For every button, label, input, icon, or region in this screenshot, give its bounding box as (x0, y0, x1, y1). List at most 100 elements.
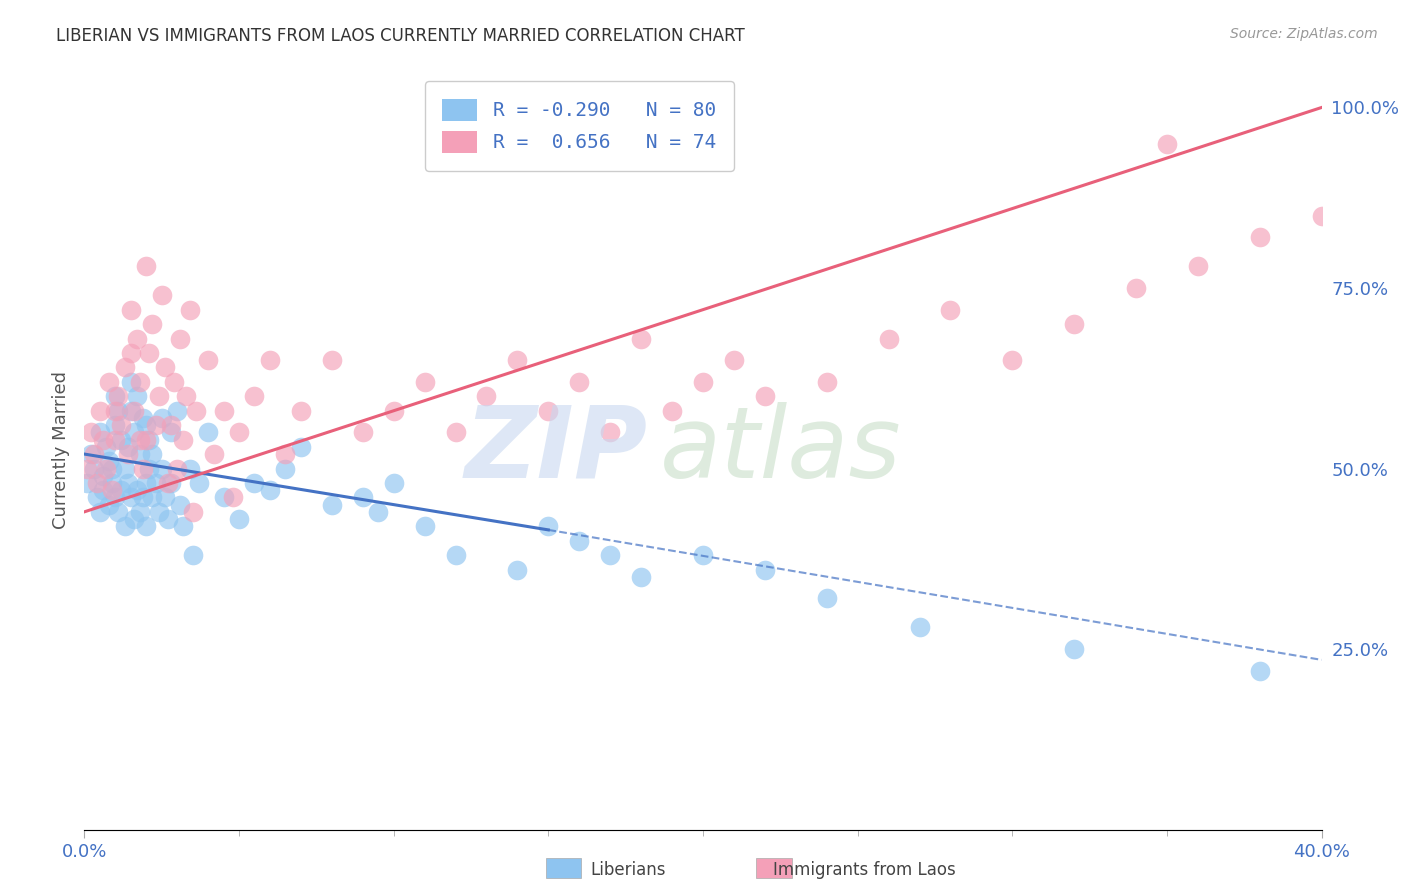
Point (160, 475, 183, 490)
Point (179, 302, 201, 317)
Text: atlas: atlas (659, 402, 901, 499)
Point (76, 475, 98, 490)
Point (114, 519, 136, 533)
Point (413, 375, 436, 389)
Point (1187, 260, 1209, 274)
Point (153, 491, 176, 505)
Point (321, 353, 343, 368)
Point (120, 491, 142, 505)
Text: Liberians: Liberians (591, 861, 666, 879)
Point (101, 461, 124, 475)
Point (125, 332, 148, 346)
Point (723, 353, 745, 368)
Point (132, 461, 155, 475)
Point (104, 418, 127, 433)
Point (120, 302, 142, 317)
Point (129, 447, 152, 461)
Point (274, 461, 297, 475)
Point (444, 425, 467, 440)
Point (117, 440, 139, 454)
Point (176, 389, 198, 403)
Point (367, 505, 389, 519)
Point (169, 498, 191, 512)
Legend: R = -0.290   N = 80, R =  0.656   N = 74: R = -0.290 N = 80, R = 0.656 N = 74 (425, 81, 734, 170)
Point (104, 491, 127, 505)
Point (141, 317, 163, 331)
Point (83, 461, 105, 475)
Point (86, 491, 108, 505)
Point (197, 425, 219, 440)
Point (125, 389, 148, 403)
Point (122, 512, 145, 526)
Point (181, 505, 204, 519)
Point (475, 389, 498, 403)
Point (222, 491, 245, 505)
Point (568, 375, 591, 389)
Point (107, 505, 129, 519)
Point (413, 519, 436, 533)
Point (243, 475, 266, 490)
Point (98, 498, 121, 512)
Point (107, 389, 129, 403)
Point (321, 498, 343, 512)
Point (138, 433, 160, 447)
Text: LIBERIAN VS IMMIGRANTS FROM LAOS CURRENTLY MARRIED CORRELATION CHART: LIBERIAN VS IMMIGRANTS FROM LAOS CURRENT… (56, 27, 745, 45)
Point (91, 433, 114, 447)
Point (187, 475, 209, 490)
Point (104, 433, 127, 447)
Point (150, 411, 173, 425)
Point (91, 468, 114, 483)
Point (630, 332, 652, 346)
Point (150, 461, 173, 475)
Point (98, 454, 121, 468)
Point (877, 332, 900, 346)
Point (1249, 664, 1271, 678)
Point (110, 433, 132, 447)
Point (166, 403, 188, 417)
Point (89, 403, 111, 417)
Point (692, 375, 714, 389)
Point (352, 425, 374, 440)
Point (107, 403, 129, 417)
Point (908, 620, 931, 634)
Point (148, 505, 170, 519)
Point (179, 461, 201, 475)
Point (135, 519, 157, 533)
Point (692, 548, 714, 562)
Point (160, 425, 183, 440)
Point (160, 418, 183, 433)
Point (129, 505, 152, 519)
Point (120, 403, 142, 417)
Point (101, 483, 124, 498)
Point (1156, 136, 1178, 151)
Point (122, 403, 145, 417)
Point (89, 505, 111, 519)
Point (754, 389, 776, 403)
Point (141, 447, 163, 461)
Point (163, 375, 186, 389)
Point (537, 403, 560, 417)
Point (156, 512, 179, 526)
Point (129, 375, 152, 389)
Point (86, 475, 108, 490)
Point (83, 447, 105, 461)
Point (117, 475, 139, 490)
Point (153, 360, 176, 375)
Point (197, 353, 219, 368)
Point (212, 491, 235, 505)
Point (259, 483, 281, 498)
Point (138, 461, 160, 475)
Point (91, 483, 114, 498)
Point (184, 403, 207, 417)
Point (145, 418, 167, 433)
Point (104, 403, 127, 417)
Point (939, 302, 962, 317)
Point (212, 403, 235, 417)
Point (98, 375, 121, 389)
Point (132, 411, 155, 425)
Point (1063, 642, 1085, 657)
Point (506, 563, 529, 577)
Point (259, 353, 281, 368)
Point (89, 425, 111, 440)
Point (120, 346, 142, 360)
